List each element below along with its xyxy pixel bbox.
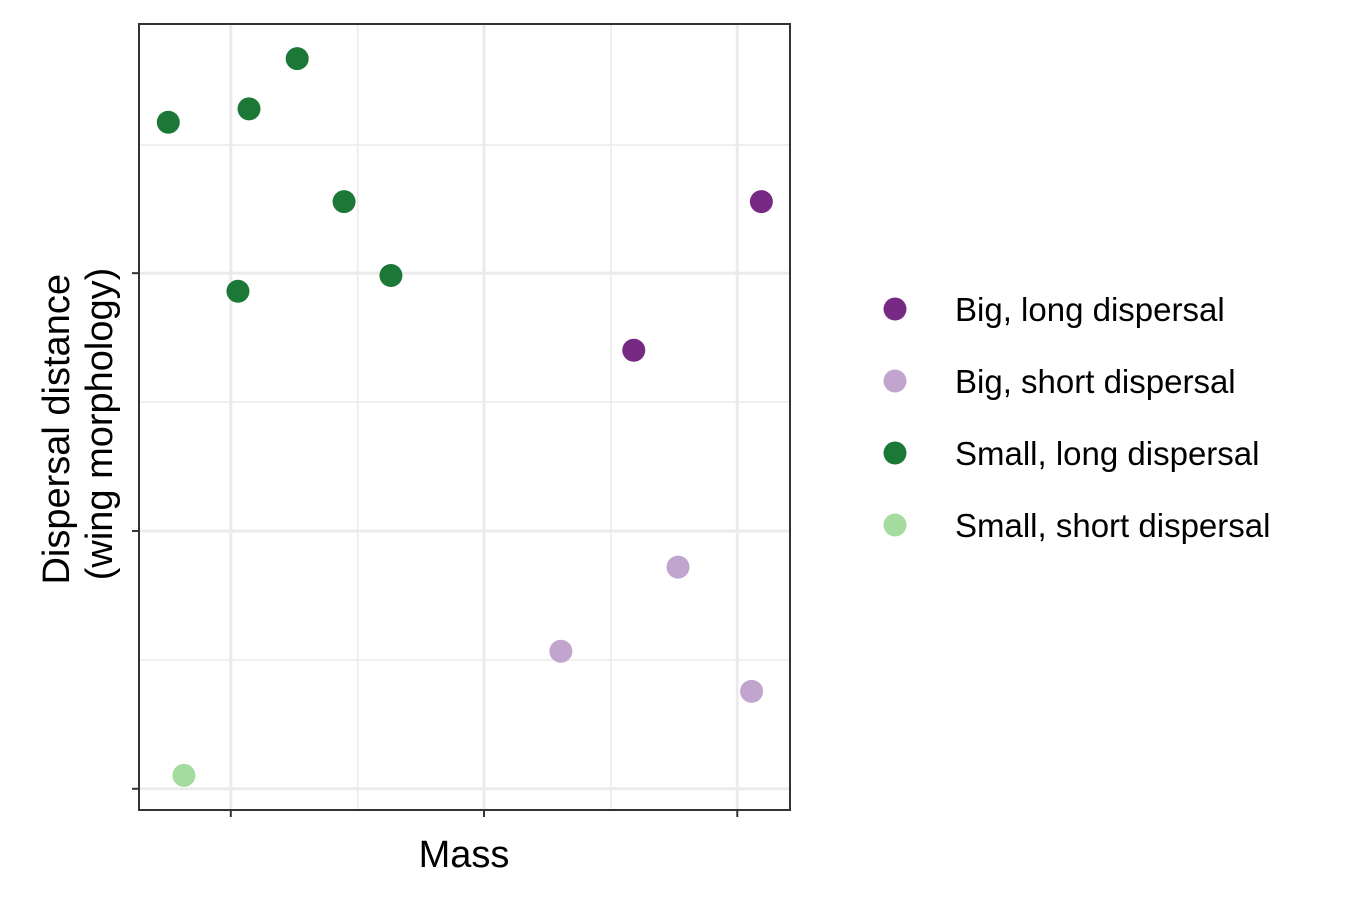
panel-border — [138, 23, 791, 811]
point-s3-0 — [172, 763, 196, 787]
x-axis-title: Mass — [419, 834, 510, 876]
point-s0-0 — [749, 190, 773, 214]
point-s2-5 — [226, 279, 250, 303]
legend-label-1: Big, short dispersal — [955, 363, 1236, 400]
point-s0-1 — [622, 338, 646, 362]
point-s2-0 — [285, 47, 309, 71]
legend-label-3: Small, short dispersal — [955, 507, 1270, 544]
point-s1-2 — [740, 679, 764, 703]
point-s2-3 — [332, 190, 356, 214]
y-axis-title-line2: (wing morphology) — [79, 268, 121, 581]
legend-key-1 — [883, 369, 907, 393]
data-points — [156, 47, 773, 787]
legend-key-0 — [883, 297, 907, 321]
y-axis-title: Dispersal distance (wing morphology) — [36, 263, 121, 584]
grid-lines — [139, 24, 790, 810]
legend-key-2 — [883, 441, 907, 465]
point-s1-0 — [666, 555, 690, 579]
point-s2-4 — [379, 264, 403, 288]
y-axis-title-line1: Dispersal distance — [36, 274, 78, 584]
legend: Big, long dispersal Big, short dispersal S… — [883, 291, 1270, 544]
legend-label-0: Big, long dispersal — [955, 291, 1225, 328]
legend-label-2: Small, long dispersal — [955, 435, 1259, 472]
legend-key-3 — [883, 513, 907, 537]
point-s1-1 — [549, 639, 573, 663]
axis-ticks — [132, 272, 739, 817]
point-s2-1 — [237, 97, 261, 121]
point-s2-2 — [156, 110, 180, 134]
